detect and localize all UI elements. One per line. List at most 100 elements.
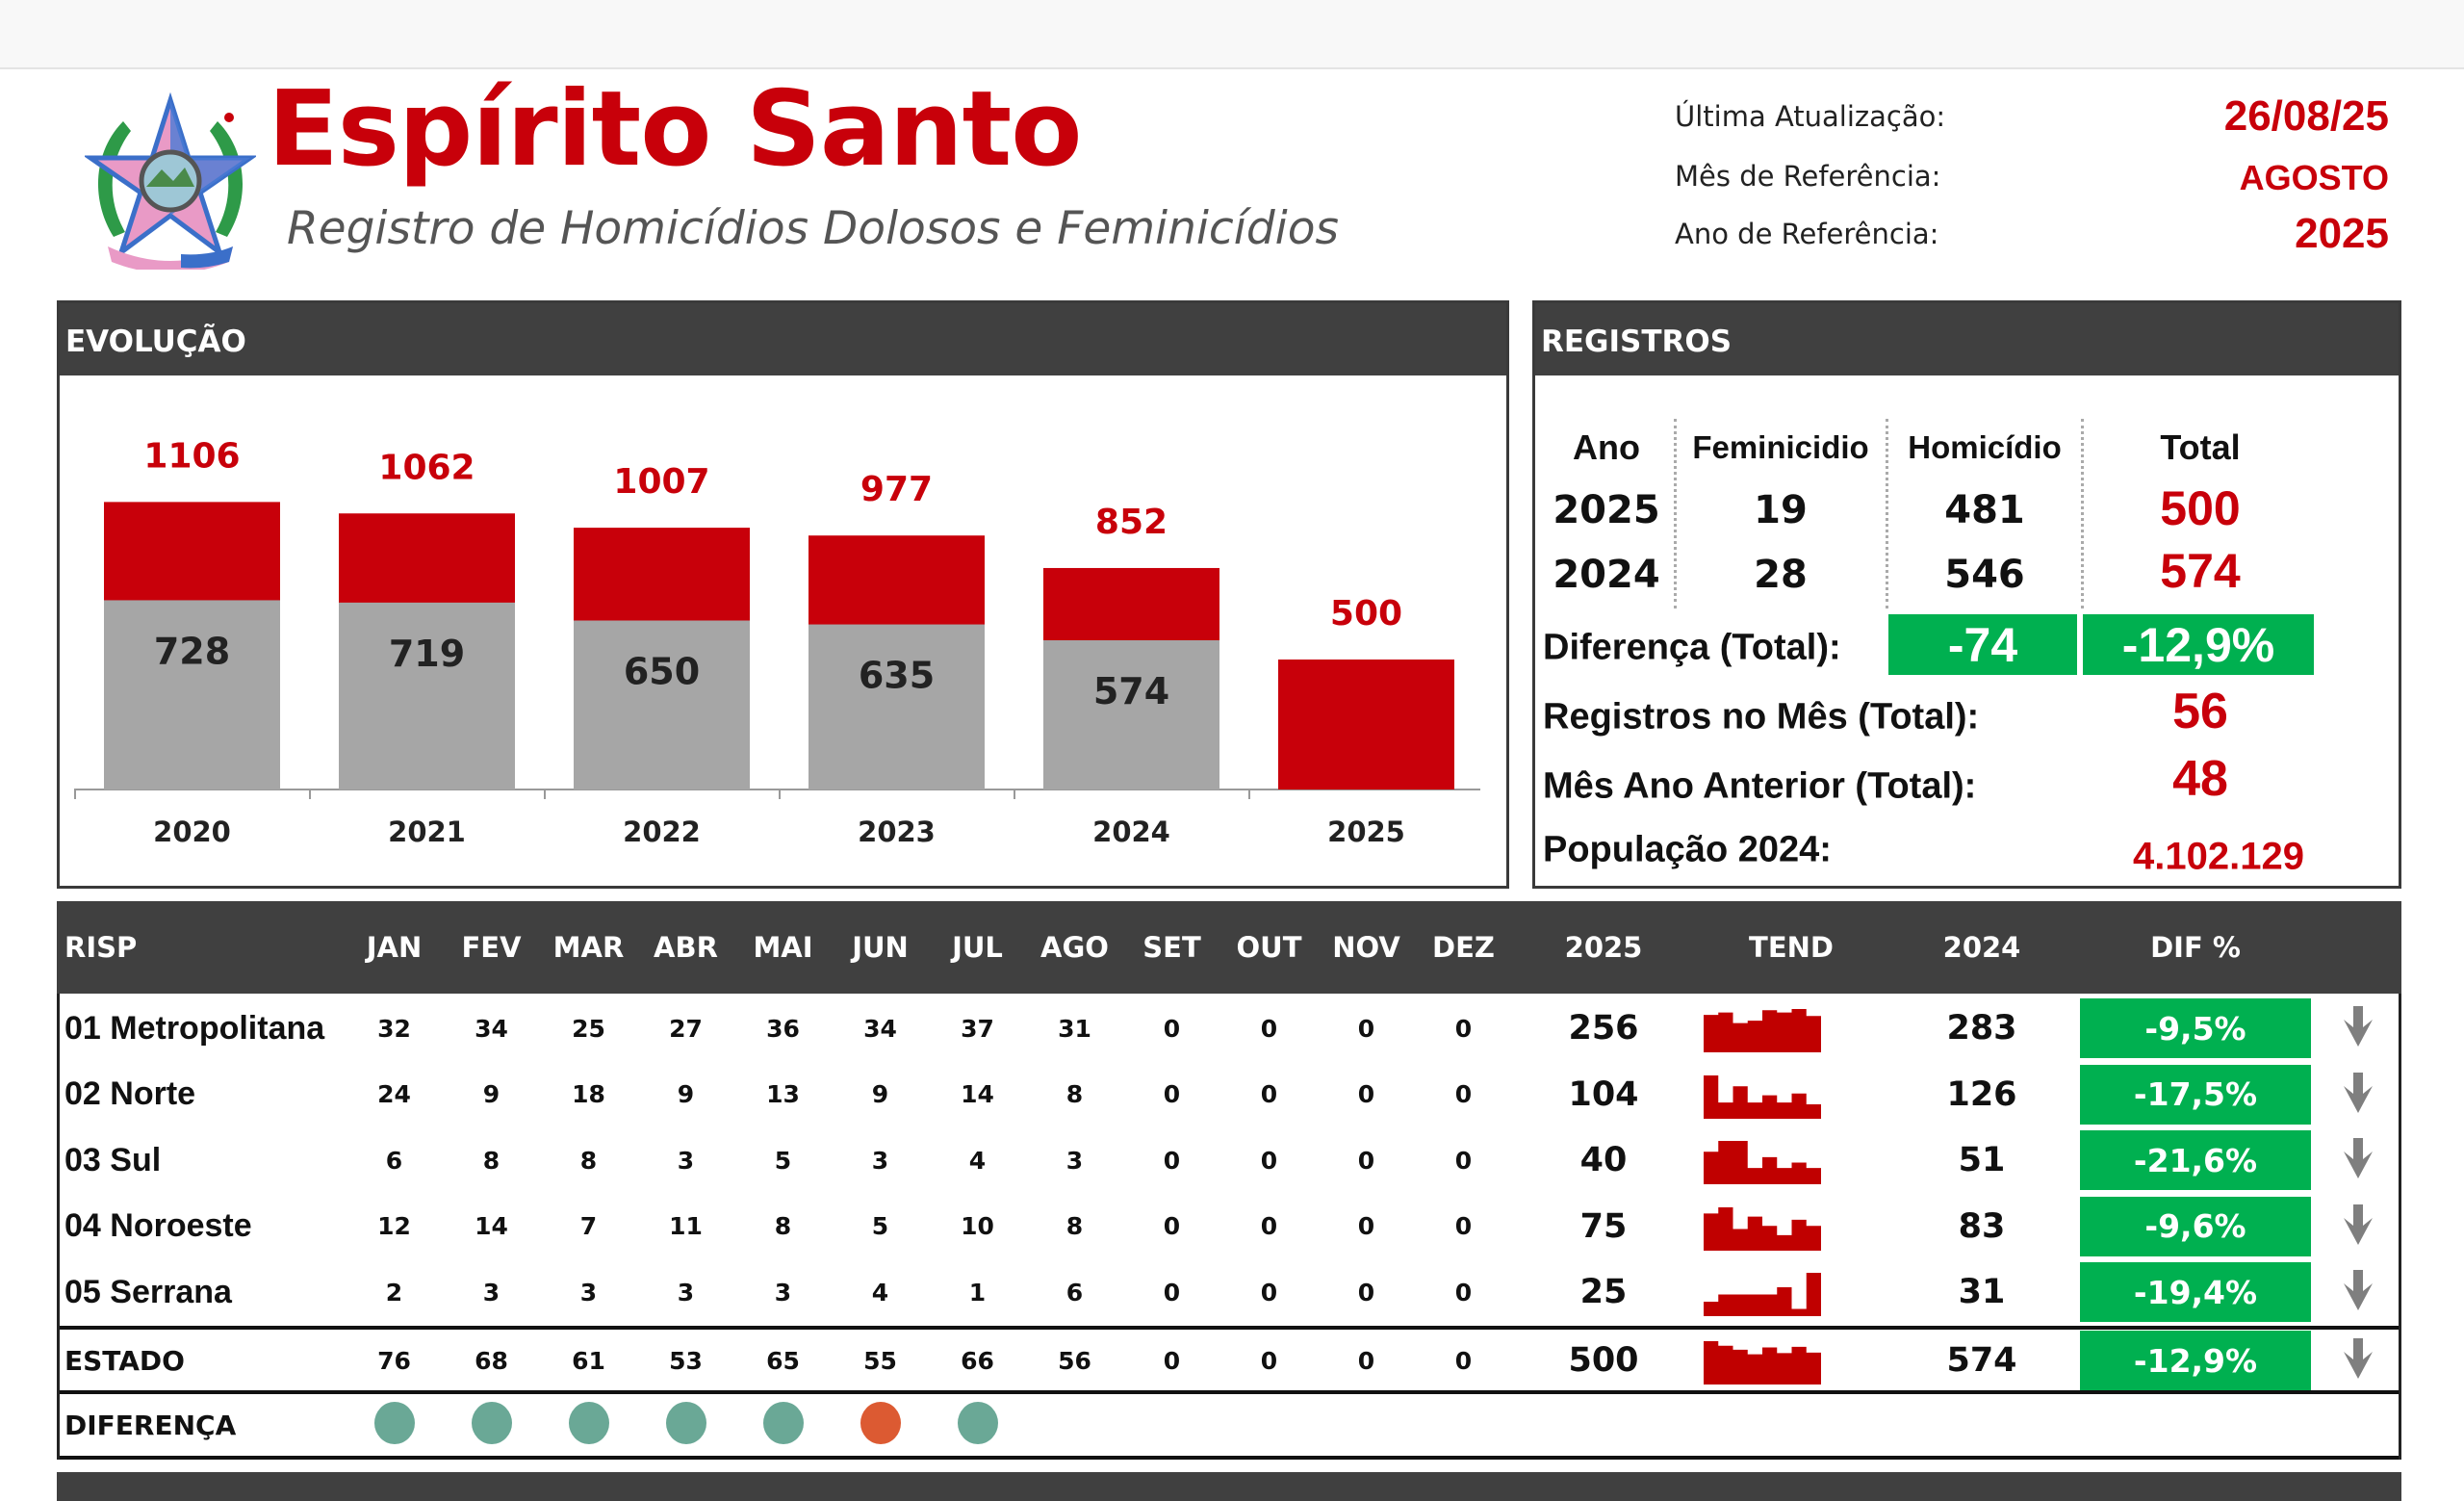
month-value-jul: 66	[961, 1346, 994, 1375]
month-value-nov: 0	[1357, 1346, 1375, 1375]
month-value-dez: 0	[1454, 1212, 1473, 1240]
registros-header: REGISTROS	[1535, 303, 2399, 375]
month-value-jun: 9	[871, 1080, 889, 1108]
trend-sparkline	[1704, 1206, 1821, 1251]
status-dot-icon	[568, 1402, 609, 1444]
month-value-nov: 0	[1357, 1278, 1375, 1307]
difference-row: DIFERENÇA	[57, 1394, 2401, 1456]
difference-cell	[929, 1402, 1026, 1448]
bar-partial-2023	[808, 624, 985, 789]
table-row: 02 Norte 24 9 18 9 13 9 14 8 0 0 0 0 104 126 -17,5%	[57, 1062, 2401, 1127]
bar-partial-2022	[574, 620, 750, 789]
month-value-jun: 55	[863, 1346, 897, 1375]
table-row: 03 Sul 6 8 8 3 5 3 4 3 0 0 0 0 40 51 -21,6%	[57, 1127, 2401, 1193]
col-header-dez: DEZ	[1432, 931, 1495, 964]
status-dot-icon	[860, 1402, 901, 1444]
difference-absolute-badge: -74	[1888, 614, 2077, 675]
difference-cell	[832, 1402, 929, 1448]
divider	[57, 1390, 2401, 1394]
trend-cell	[1695, 1071, 1887, 1119]
month-value-ago: 3	[1065, 1146, 1084, 1175]
bar-partial-2021	[339, 602, 515, 789]
state-coat-of-arms-logo	[85, 92, 256, 270]
page-title: Espírito Santo	[268, 69, 1082, 190]
month-value-mai: 36	[766, 1014, 800, 1043]
evolucao-panel: EVOLUÇÃO 728 1106 2020 719 1062 2021 650 1007 20…	[57, 300, 1509, 889]
col-header-abr: ABR	[654, 931, 718, 964]
arrow-down-icon	[2315, 1203, 2401, 1249]
month-value-mai: 8	[774, 1212, 792, 1240]
col-header-feminicidio: Feminicidio	[1692, 429, 1869, 465]
bar-partial-2020	[104, 600, 280, 789]
month-value-mar: 18	[572, 1080, 605, 1108]
x-tick-label-2023: 2023	[858, 815, 936, 848]
divider	[57, 1326, 2401, 1330]
trend-cell	[1695, 1336, 1887, 1385]
last-update-label: Última Atualização:	[1675, 100, 1946, 133]
row-2025-total: 500	[2160, 481, 2241, 535]
month-value-jan: 24	[377, 1080, 411, 1108]
month-value-jul: 4	[968, 1146, 987, 1175]
risp-table: RISP JAN FEV MAR ABR MAI JUN JUL AGO SET OUT NOV DEZ…	[57, 901, 2401, 1460]
bar-partial-2024	[1043, 640, 1219, 789]
difference-percent-badge: -9,6%	[2080, 1196, 2311, 1256]
month-value-mai: 65	[766, 1346, 800, 1375]
sparkline-area	[1704, 1009, 1821, 1052]
month-value-set: 0	[1163, 1212, 1181, 1240]
row-2024-feminicidio: 28	[1754, 553, 1808, 597]
month-value-abr: 9	[677, 1080, 695, 1108]
row-2024-homicidio: 546	[1944, 553, 2025, 597]
reference-year-label: Ano de Referência:	[1675, 218, 1939, 250]
evolucao-header: EVOLUÇÃO	[60, 303, 1506, 375]
status-dot-icon	[762, 1402, 804, 1444]
state-total-row: ESTADO 76 68 61 53 65 55 66 56 0 0 0 0 500 574 -12,9%	[57, 1328, 2401, 1393]
total-value-label: 852	[1095, 503, 1168, 542]
previous-year-month-label: Mês Ano Anterior (Total):	[1543, 765, 1977, 807]
x-tick-label-2024: 2024	[1092, 815, 1170, 848]
total-2024: 283	[1946, 1009, 2017, 1048]
next-section-header	[57, 1472, 2401, 1501]
difference-cell	[540, 1402, 637, 1448]
table-bottom-border	[57, 1456, 2401, 1460]
month-value-set: 0	[1163, 1146, 1181, 1175]
col-header-set: SET	[1142, 931, 1201, 964]
table-row: 05 Serrana 2 3 3 3 3 4 1 6 0 0 0 0 25 31 -19,4%	[57, 1259, 2401, 1325]
total-2024: 31	[1958, 1273, 2006, 1311]
month-value-out: 0	[1260, 1014, 1278, 1043]
sparkline-area	[1704, 1341, 1821, 1385]
month-value-jun: 5	[871, 1212, 889, 1240]
table-right-border	[2399, 994, 2401, 1460]
total-value-label: 1007	[613, 462, 709, 502]
difference-label: Diferença (Total):	[1543, 627, 1841, 668]
trend-sparkline	[1704, 1074, 1821, 1119]
total-2025: 256	[1568, 1009, 1639, 1048]
partial-value-label: 574	[1093, 670, 1169, 712]
total-2024: 126	[1946, 1074, 2017, 1114]
month-value-jul: 14	[961, 1080, 994, 1108]
month-value-out: 0	[1260, 1146, 1278, 1175]
arrow-down-icon	[2315, 1138, 2401, 1182]
risp-label: 01 Metropolitana	[64, 1009, 325, 1047]
month-value-jun: 4	[871, 1278, 889, 1307]
month-value-abr: 3	[677, 1278, 695, 1307]
reference-year-value: 2025	[2295, 210, 2389, 257]
month-value-jan: 6	[385, 1146, 403, 1175]
col-header-dif: DIF %	[2150, 931, 2241, 964]
row-2025-year: 2025	[1553, 488, 1660, 532]
reference-year-row: Ano de Referência: 2025	[1675, 210, 2389, 258]
status-dot-icon	[665, 1402, 706, 1444]
month-value-abr: 11	[669, 1212, 703, 1240]
arrow-down-icon	[2315, 1270, 2401, 1314]
col-header-ago: AGO	[1040, 931, 1109, 964]
status-dot-icon	[373, 1402, 415, 1444]
month-records-value: 56	[2172, 684, 2228, 739]
month-value-jul: 10	[961, 1212, 994, 1240]
month-value-jul: 1	[968, 1278, 987, 1307]
trend-cell	[1695, 1136, 1887, 1184]
x-tick-label-2022: 2022	[623, 815, 701, 848]
month-value-nov: 0	[1357, 1014, 1375, 1043]
reference-month-label: Mês de Referência:	[1675, 160, 1941, 193]
month-value-ago: 8	[1065, 1212, 1084, 1240]
partial-value-label: 719	[389, 633, 465, 675]
column-divider	[1674, 419, 1677, 608]
